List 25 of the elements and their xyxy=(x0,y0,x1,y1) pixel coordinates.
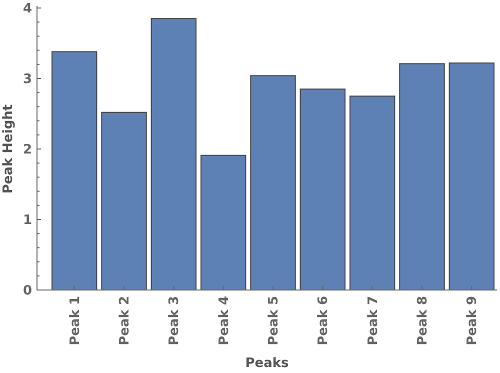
x-tick-label: Peak 9 xyxy=(465,296,480,346)
x-tick-label: Peak 3 xyxy=(167,296,182,346)
x-tick-label: Peak 2 xyxy=(118,296,133,346)
bar xyxy=(51,51,98,290)
y-tick-label: 1 xyxy=(22,213,32,228)
bar xyxy=(399,63,445,290)
bar xyxy=(200,154,246,290)
x-tick-label: Peak 5 xyxy=(266,296,282,346)
y-tick-label: 3 xyxy=(22,72,32,88)
x-tick-label: Peak 8 xyxy=(416,296,431,346)
bar xyxy=(300,88,346,290)
y-tick-label: 2 xyxy=(22,142,32,158)
bar xyxy=(101,112,147,290)
x-axis-title: Peaks xyxy=(245,356,290,371)
bar xyxy=(250,75,296,290)
bar xyxy=(349,96,396,290)
bar xyxy=(150,18,197,290)
y-axis-title: Peak Height xyxy=(1,104,16,194)
x-tick-label: Peak 4 xyxy=(216,296,232,346)
y-tick-label: 4 xyxy=(22,2,32,17)
y-tick-label: 0 xyxy=(22,284,32,299)
x-tick-label: Peak 7 xyxy=(366,296,381,346)
x-tick-label: Peak 6 xyxy=(316,296,332,346)
bar xyxy=(448,62,495,290)
x-tick-label: Peak 1 xyxy=(68,296,83,346)
